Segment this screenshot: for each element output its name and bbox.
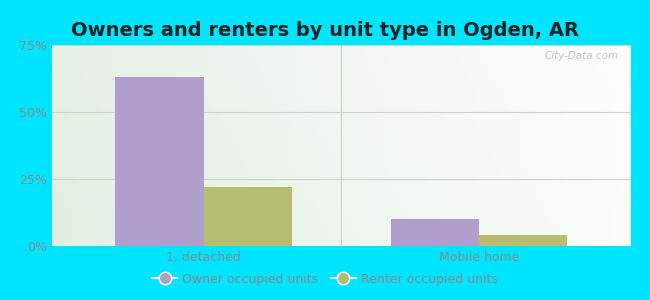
Legend: Owner occupied units, Renter occupied units: Owner occupied units, Renter occupied un…: [148, 268, 502, 291]
Bar: [391, 219, 479, 246]
Text: City-Data.com: City-Data.com: [545, 51, 619, 61]
Bar: [479, 235, 567, 246]
Bar: [203, 187, 292, 246]
Bar: [115, 77, 203, 246]
Text: Owners and renters by unit type in Ogden, AR: Owners and renters by unit type in Ogden…: [71, 21, 579, 40]
